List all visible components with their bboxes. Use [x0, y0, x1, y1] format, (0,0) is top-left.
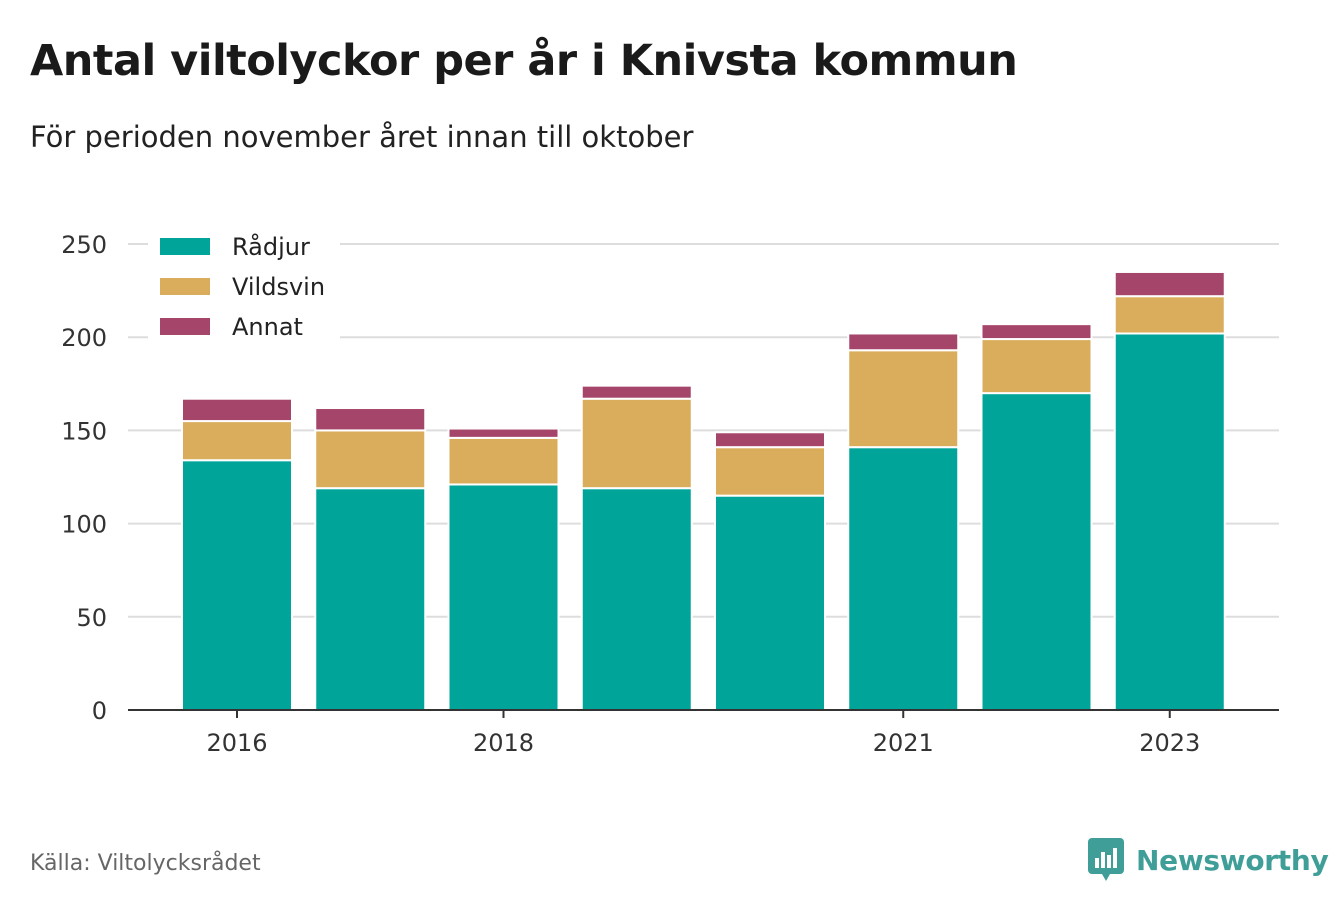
y-tick-label: 50 — [76, 604, 107, 632]
chart-title: Antal viltolyckor per år i Knivsta kommu… — [30, 36, 1018, 86]
y-tick-label: 0 — [92, 697, 107, 725]
bar-segment-annat — [847, 332, 960, 352]
legend-swatch — [160, 318, 210, 335]
brand-logo: Newsworthy — [1088, 838, 1329, 882]
legend-label: Annat — [232, 313, 303, 341]
bar-segment-vildsvin — [980, 338, 1093, 395]
source-note: Källa: Viltolycksrådet — [30, 851, 261, 876]
x-axis: 2016 2018 2021 2023 — [128, 709, 1279, 757]
bar-segment-annat — [181, 397, 293, 423]
bar-segment-vildsvin — [714, 446, 826, 497]
bar-segment-vildsvin — [447, 436, 560, 486]
x-tick-label: 2021 — [873, 729, 934, 757]
legend-label: Rådjur — [232, 232, 310, 261]
y-axis: 0 50 100 150 200 250 — [61, 231, 107, 725]
bar-segment-annat — [580, 384, 693, 400]
bar-segment-vildsvin — [580, 397, 693, 490]
legend: Rådjur Vildsvin Annat — [148, 226, 340, 344]
x-tick-label: 2018 — [473, 729, 534, 757]
bar-segment-radjur — [181, 459, 293, 711]
bar-segment-annat — [314, 407, 427, 432]
bar-segment-radjur — [447, 483, 560, 711]
bar-segment-radjur — [1113, 332, 1226, 711]
chart-subtitle: För perioden november året innan till ok… — [30, 120, 694, 154]
bar-segment-vildsvin — [847, 349, 960, 449]
bar-segment-radjur — [580, 487, 693, 711]
bar-segment-vildsvin — [1113, 295, 1226, 335]
legend-label: Vildsvin — [232, 273, 325, 301]
bars — [181, 270, 1226, 712]
legend-swatch — [160, 238, 210, 255]
legend-swatch — [160, 278, 210, 295]
bar-segment-annat — [447, 427, 560, 439]
bar-segment-radjur — [714, 494, 826, 712]
y-tick-label: 150 — [61, 417, 107, 445]
y-tick-label: 100 — [61, 511, 107, 539]
brand-name: Newsworthy — [1136, 843, 1329, 877]
bar-segment-radjur — [847, 446, 960, 711]
bar-segment-radjur — [314, 487, 427, 711]
bar-segment-annat — [714, 431, 826, 449]
bar-segment-vildsvin — [314, 429, 427, 490]
bar-segment-vildsvin — [181, 420, 293, 462]
y-tick-label: 250 — [61, 231, 107, 259]
y-tick-label: 200 — [61, 324, 107, 352]
bar-segment-annat — [980, 323, 1093, 341]
x-tick-label: 2016 — [206, 729, 267, 757]
bar-segment-annat — [1113, 270, 1226, 298]
bar-segment-radjur — [980, 392, 1093, 711]
newsworthy-logo-icon — [1088, 838, 1124, 881]
x-tick-label: 2023 — [1139, 729, 1200, 757]
